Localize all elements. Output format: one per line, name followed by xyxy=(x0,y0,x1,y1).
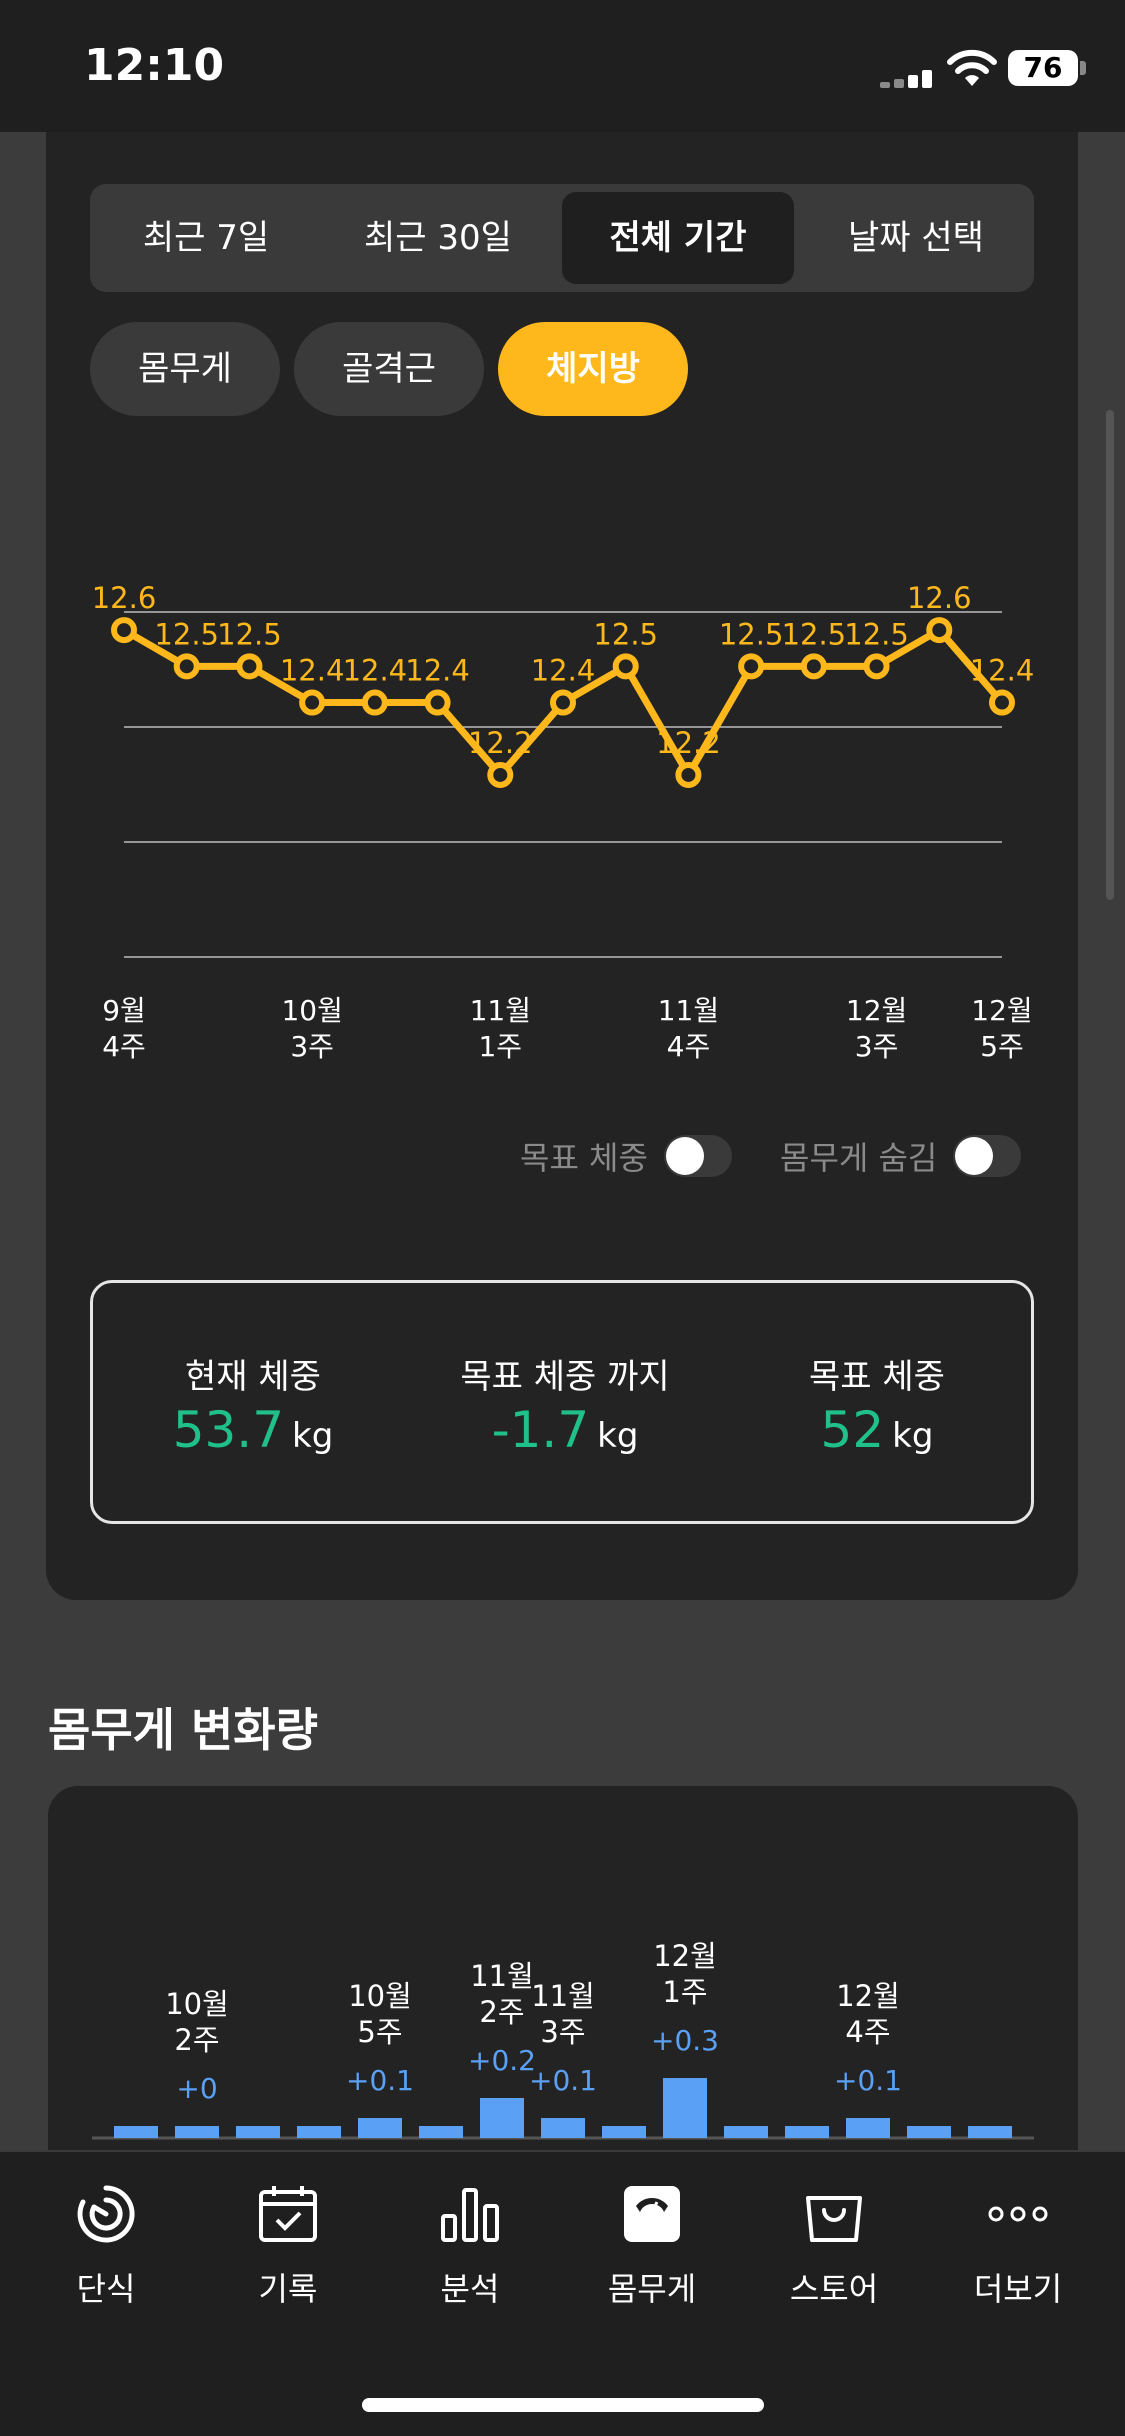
hide-weight-toggle[interactable] xyxy=(953,1135,1022,1177)
data-point[interactable] xyxy=(299,689,326,716)
remaining-to-goal-label: 목표 체중 까지 xyxy=(460,1357,670,1397)
scrollbar[interactable] xyxy=(1106,410,1114,900)
more-icon xyxy=(988,2206,1048,2222)
change-week-label: 10월 2주 xyxy=(165,1987,229,2057)
home-indicator[interactable] xyxy=(362,2398,764,2412)
change-value-label: +0 xyxy=(176,2072,217,2105)
change-bar[interactable] xyxy=(663,2078,707,2138)
goal-weight-toggle-row: 목표 체중 xyxy=(520,1128,732,1184)
tab-analysis-label: 분석 xyxy=(440,2270,500,2308)
status-bar: 12:10 76 xyxy=(0,0,1125,132)
current-weight-unit: kg xyxy=(292,1416,334,1456)
shopping-bag-icon xyxy=(806,2196,862,2242)
data-point[interactable] xyxy=(361,689,388,716)
tab-fasting[interactable]: 단식 xyxy=(31,2182,181,2322)
change-value-label: +0.1 xyxy=(346,2064,414,2097)
change-week-label: 10월 5주 xyxy=(348,1979,412,2049)
change-bar[interactable] xyxy=(480,2098,524,2138)
data-point[interactable] xyxy=(111,617,137,644)
toggle-knob xyxy=(665,1137,704,1175)
change-bar[interactable] xyxy=(358,2118,402,2138)
battery-tip xyxy=(1080,61,1086,75)
tab-record-label: 기록 xyxy=(258,2270,318,2308)
tab-store[interactable]: 스토어 xyxy=(759,2182,909,2322)
weight-summary-box: 현재 체중 53.7 kg 목표 체중 까지 -1.7 kg 목표 체중 52 kg xyxy=(90,1280,1034,1524)
change-value-label: +0.1 xyxy=(529,2064,597,2097)
data-point[interactable] xyxy=(550,689,576,716)
change-week-label: 12월 4주 xyxy=(836,1979,900,2049)
tab-all-period[interactable]: 전체 기간 xyxy=(562,192,794,284)
tab-more[interactable]: 더보기 xyxy=(943,2182,1093,2322)
change-bar[interactable] xyxy=(419,2126,463,2138)
tab-record[interactable]: 기록 xyxy=(213,2182,363,2322)
goal-weight-toggle[interactable] xyxy=(663,1135,732,1177)
period-segment-control: 최근 7일 최근 30일 전체 기간 날짜 선택 xyxy=(90,184,1034,292)
hide-weight-toggle-row: 몸무게 숨김 xyxy=(780,1128,1022,1184)
change-bar[interactable] xyxy=(907,2126,951,2138)
change-week-label: 11월 3주 xyxy=(531,1979,595,2049)
change-bar[interactable] xyxy=(846,2118,890,2138)
wifi-icon xyxy=(947,49,997,86)
data-point[interactable] xyxy=(173,653,200,680)
change-bar[interactable] xyxy=(114,2126,158,2138)
change-bar[interactable] xyxy=(785,2126,829,2138)
timer-icon xyxy=(77,2185,135,2243)
change-value-label: +0.3 xyxy=(651,2024,719,2057)
weight-change-title: 몸무게 변화량 xyxy=(48,1703,318,1757)
battery-icon: 76 xyxy=(1008,50,1078,86)
data-point[interactable] xyxy=(800,653,827,680)
data-point[interactable] xyxy=(989,689,1015,716)
calendar-check-icon xyxy=(259,2186,317,2242)
change-bar[interactable] xyxy=(968,2126,1012,2138)
data-point[interactable] xyxy=(612,653,639,680)
data-point[interactable] xyxy=(487,761,514,788)
tab-weight[interactable]: 몸무게 xyxy=(577,2182,727,2322)
tab-recent-30-days[interactable]: 최근 30일 xyxy=(364,218,512,258)
status-time: 12:10 xyxy=(84,40,225,91)
tab-fasting-label: 단식 xyxy=(76,2270,136,2308)
change-bar[interactable] xyxy=(602,2126,646,2138)
data-point[interactable] xyxy=(738,653,765,680)
toggle-knob xyxy=(955,1137,994,1175)
change-bar[interactable] xyxy=(541,2118,585,2138)
change-bar[interactable] xyxy=(175,2126,219,2138)
tab-analysis[interactable]: 분석 xyxy=(395,2182,545,2322)
change-week-label: 11월 2주 xyxy=(470,1959,534,2029)
metric-pill-skeletal-muscle[interactable]: 골격근 xyxy=(294,322,484,416)
change-bar[interactable] xyxy=(724,2126,768,2138)
change-week-label: 12월 1주 xyxy=(653,1939,717,2009)
bar-chart-icon xyxy=(441,2188,499,2242)
tab-recent-7-days[interactable]: 최근 7일 xyxy=(142,218,270,258)
tab-store-label: 스토어 xyxy=(789,2270,879,2308)
change-bar[interactable] xyxy=(297,2126,341,2138)
weight-change-bar-chart: +0 10월 2주 +0.1 10월 5주 +0.2 11월 2주 +0.1 11월 3주 +0.3 12… xyxy=(92,1939,1034,2140)
goal-weight-toggle-label: 목표 체중 xyxy=(520,1139,648,1177)
tab-more-label: 더보기 xyxy=(973,2270,1063,2308)
goal-weight-label: 목표 체중 xyxy=(809,1357,945,1397)
metric-pill-weight[interactable]: 몸무게 xyxy=(90,322,280,416)
data-point[interactable] xyxy=(424,689,451,716)
current-weight-value: 53.7 xyxy=(172,1401,285,1459)
change-bar[interactable] xyxy=(236,2126,280,2138)
remaining-to-goal-unit: kg xyxy=(597,1416,639,1456)
remaining-to-goal-value: -1.7 xyxy=(491,1401,590,1459)
cellular-signal-icon xyxy=(880,70,936,88)
weight-change-card: +0 10월 2주 +0.1 10월 5주 +0.2 11월 2주 +0.1 11월 3주 +0.3 12… xyxy=(48,1786,1078,2186)
hide-weight-toggle-label: 몸무게 숨김 xyxy=(780,1139,938,1177)
goal-weight-unit: kg xyxy=(892,1416,934,1456)
scale-icon xyxy=(624,2186,680,2242)
tab-weight-label: 몸무게 xyxy=(607,2270,697,2308)
change-value-label: +0.1 xyxy=(834,2064,902,2097)
goal-weight-value: 52 xyxy=(820,1401,885,1459)
bottom-tab-bar: 단식 기록 분석 몸무 xyxy=(0,2150,1125,2436)
data-point[interactable] xyxy=(863,653,890,680)
data-point[interactable] xyxy=(675,761,702,788)
change-value-label: +0.2 xyxy=(468,2044,536,2077)
metric-pill-body-fat[interactable]: 체지방 xyxy=(498,322,688,416)
data-point[interactable] xyxy=(236,653,263,680)
current-weight-label: 현재 체중 xyxy=(185,1357,321,1397)
tab-select-date[interactable]: 날짜 선택 xyxy=(848,218,984,258)
data-point[interactable] xyxy=(926,617,953,644)
